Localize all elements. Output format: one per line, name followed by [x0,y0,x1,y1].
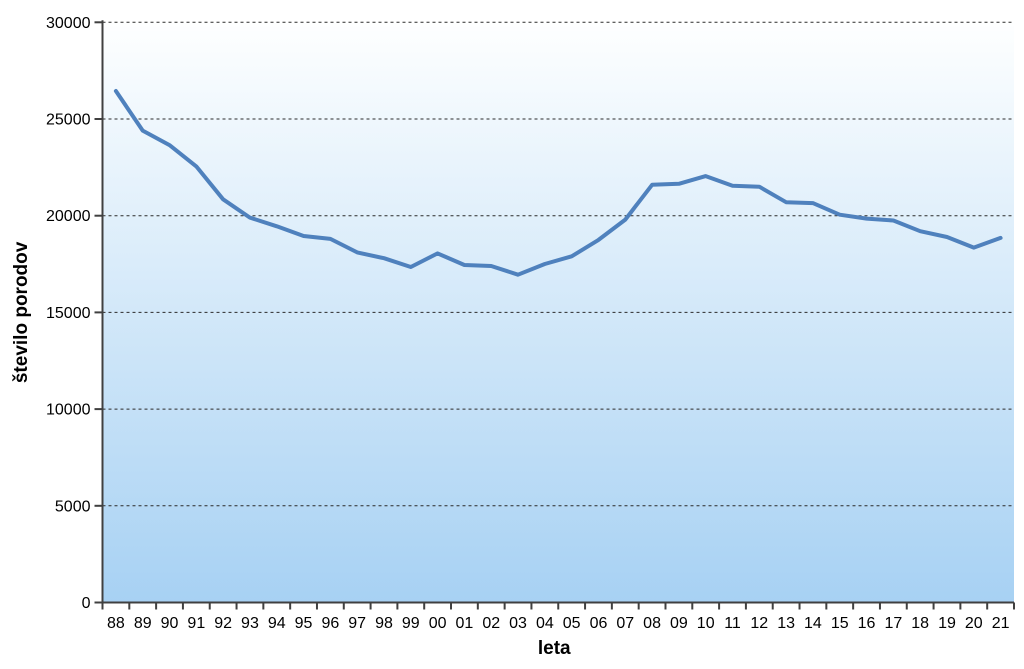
y-axis-title: število porodov [11,241,32,383]
x-tick-label: 08 [643,615,661,632]
births-series-line [113,89,1003,277]
x-tick-label: 15 [831,615,849,632]
x-tick-label: 09 [670,615,688,632]
x-tick-label: 17 [884,615,902,632]
x-tick-label: 05 [563,615,581,632]
x-tick-label: 18 [911,615,929,632]
x-tick-label: 93 [241,615,259,632]
x-tick-label: 11 [724,615,741,632]
x-tick-label: 97 [348,615,366,632]
x-tick-label: 03 [509,615,527,632]
x-tick-label: 00 [429,615,447,632]
x-tick-label: 02 [482,615,500,632]
x-tick-label: 10 [697,615,715,632]
x-tick-label: 04 [536,615,554,632]
x-tick-label: 12 [750,615,768,632]
gridlines [102,21,1014,507]
y-tick-label: 10000 [46,402,91,419]
y-tick-label: 20000 [46,208,91,225]
x-tick-label: 88 [107,615,125,632]
x-tick-label: 21 [992,615,1010,632]
x-tick-label: 94 [268,615,286,632]
x-tick-label: 20 [965,615,983,632]
x-tick-label: 16 [858,615,876,632]
y-tick-labels: 0 5000 10000 15000 20000 25000 30000 [46,15,103,612]
x-tick-label: 07 [616,615,634,632]
x-tick-label: 92 [214,615,232,632]
x-tick-label: 06 [590,615,608,632]
x-axis-title: leta [538,638,571,659]
y-tick-label: 0 [82,595,91,612]
y-tick-label: 15000 [46,305,91,322]
y-tick-label: 5000 [55,498,91,515]
x-tick-label: 98 [375,615,393,632]
y-tick-label: 25000 [46,112,91,129]
x-tick-label: 13 [777,615,795,632]
x-tick-label: 90 [161,615,179,632]
x-tick-label: 96 [321,615,339,632]
x-tick-label: 19 [938,615,956,632]
y-tick-label: 30000 [46,15,91,32]
x-tick-label: 14 [804,615,822,632]
x-tick-label: 01 [456,615,474,632]
x-tick-label: 99 [402,615,420,632]
x-tick-labels: 88 89 90 91 92 93 94 95 96 97 98 99 00 01 02 03 04 05 06 07… [101,602,1015,632]
x-tick-label: 91 [187,615,205,632]
x-tick-label: 95 [295,615,313,632]
x-tick-label: 89 [134,615,152,632]
